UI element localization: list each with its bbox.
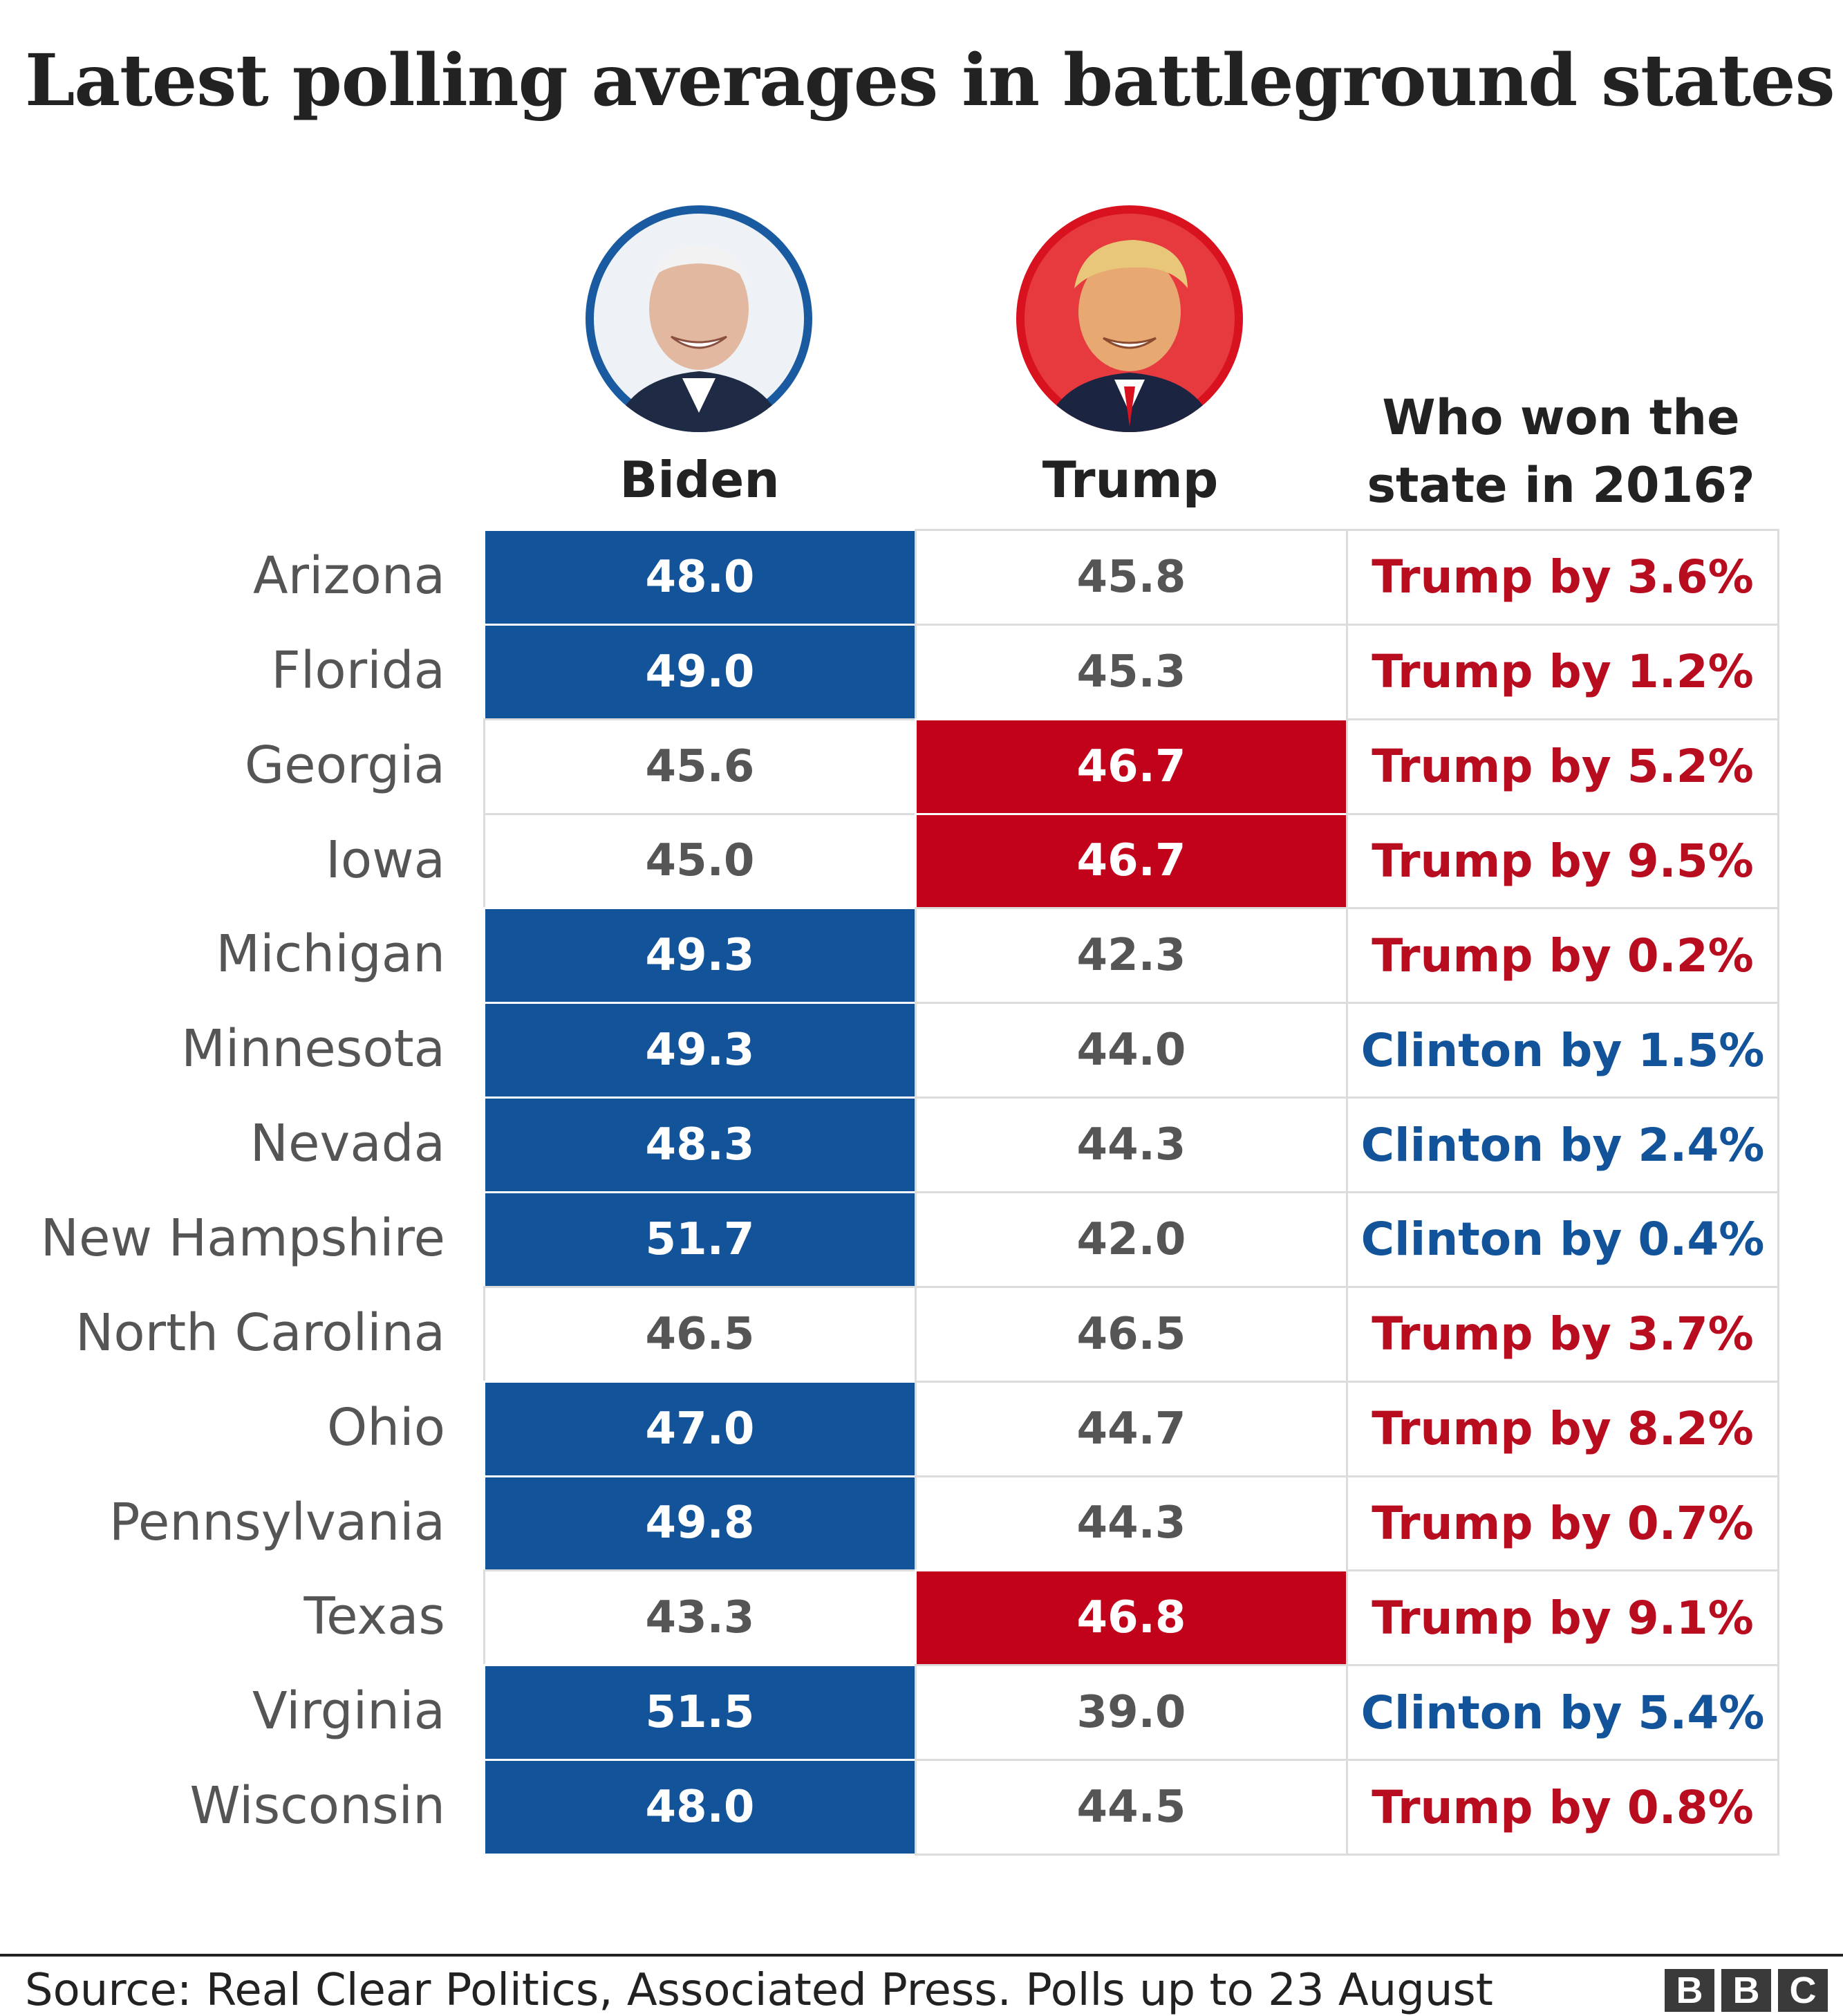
won-2016-cell: Trump by 0.8% [1346, 1759, 1779, 1856]
biden-value-cell: 48.0 [483, 1759, 917, 1856]
trump-value-cell: 46.5 [915, 1285, 1348, 1383]
bbc-logo-block: B [1721, 1969, 1771, 2012]
state-label: Michigan [216, 924, 445, 984]
biden-column-header: Biden [619, 451, 780, 509]
state-label: Florida [271, 640, 445, 700]
trump-value-cell: 42.0 [915, 1191, 1348, 1288]
polling-table: 48.0 45.8 Trump by 3.6% 49.0 45.3 Trump by 1.… [483, 529, 1779, 1856]
won-2016-cell: Trump by 3.7% [1346, 1285, 1779, 1383]
won-2016-cell: Trump by 5.2% [1346, 718, 1779, 815]
trump-value-cell: 44.3 [915, 1475, 1348, 1572]
won-2016-cell: Clinton by 0.4% [1346, 1191, 1779, 1288]
state-label: Nevada [250, 1114, 445, 1174]
won-2016-cell: Trump by 0.2% [1346, 907, 1779, 1005]
biden-value-cell: 48.0 [483, 529, 917, 626]
state-label: Ohio [327, 1397, 445, 1457]
won-2016-cell: Trump by 9.5% [1346, 812, 1779, 910]
won-2016-cell: Trump by 3.6% [1346, 529, 1779, 626]
won-2016-cell: Trump by 0.7% [1346, 1475, 1779, 1572]
won-2016-cell: Trump by 8.2% [1346, 1380, 1779, 1477]
won-2016-header-line-1: Who won the [1382, 389, 1740, 446]
state-label: Georgia [244, 735, 445, 795]
state-label: Arizona [253, 546, 445, 606]
trump-value-cell: 39.0 [915, 1664, 1348, 1762]
bbc-logo-block: B [1665, 1969, 1714, 2012]
bbc-logo-block: C [1778, 1969, 1828, 2012]
won-2016-column-header: Who won the state in 2016? [1347, 384, 1775, 519]
state-label: Virginia [252, 1681, 445, 1742]
trump-value-cell: 46.7 [915, 812, 1348, 910]
biden-value-cell: 51.7 [483, 1191, 917, 1288]
trump-value-cell: 44.5 [915, 1759, 1348, 1856]
state-label: Wisconsin [189, 1776, 445, 1836]
won-2016-cell: Trump by 9.1% [1346, 1569, 1779, 1667]
biden-value-cell: 46.5 [483, 1285, 917, 1383]
trump-value-cell: 44.3 [915, 1096, 1348, 1193]
state-label: Iowa [326, 830, 445, 890]
trump-value-cell: 44.0 [915, 1002, 1348, 1099]
biden-value-cell: 45.6 [483, 718, 917, 815]
chart-title: Latest polling averages in battleground … [25, 39, 1835, 122]
biden-value-cell: 49.3 [483, 1002, 917, 1099]
biden-value-cell: 48.3 [483, 1096, 917, 1193]
biden-value-cell: 51.5 [483, 1664, 917, 1762]
biden-value-cell: 49.3 [483, 907, 917, 1005]
won-2016-cell: Trump by 1.2% [1346, 623, 1779, 720]
trump-value-cell: 45.3 [915, 623, 1348, 720]
trump-value-cell: 42.3 [915, 907, 1348, 1005]
source-note: Source: Real Clear Politics, Associated … [25, 1965, 1493, 2016]
footer-rule [0, 1954, 1843, 1957]
won-2016-header-line-2: state in 2016? [1367, 457, 1755, 514]
biden-value-cell: 45.0 [483, 812, 917, 910]
biden-value-cell: 43.3 [483, 1569, 917, 1667]
trump-column-header: Trump [1042, 451, 1219, 509]
won-2016-cell: Clinton by 2.4% [1346, 1096, 1779, 1193]
won-2016-cell: Clinton by 1.5% [1346, 1002, 1779, 1099]
trump-value-cell: 44.7 [915, 1380, 1348, 1477]
trump-portrait [1016, 205, 1243, 432]
trump-value-cell: 46.8 [915, 1569, 1348, 1667]
trump-value-cell: 46.7 [915, 718, 1348, 815]
state-label: New Hampshire [40, 1208, 445, 1268]
state-label: Minnesota [181, 1019, 445, 1079]
state-label: Pennsylvania [109, 1492, 445, 1552]
state-label: North Carolina [75, 1303, 445, 1363]
biden-value-cell: 49.0 [483, 623, 917, 720]
biden-portrait [586, 205, 812, 432]
trump-value-cell: 45.8 [915, 529, 1348, 626]
won-2016-cell: Clinton by 5.4% [1346, 1664, 1779, 1762]
biden-value-cell: 47.0 [483, 1380, 917, 1477]
bbc-logo: B B C [1665, 1969, 1828, 2012]
state-label: Texas [303, 1587, 445, 1647]
biden-value-cell: 49.8 [483, 1475, 917, 1572]
